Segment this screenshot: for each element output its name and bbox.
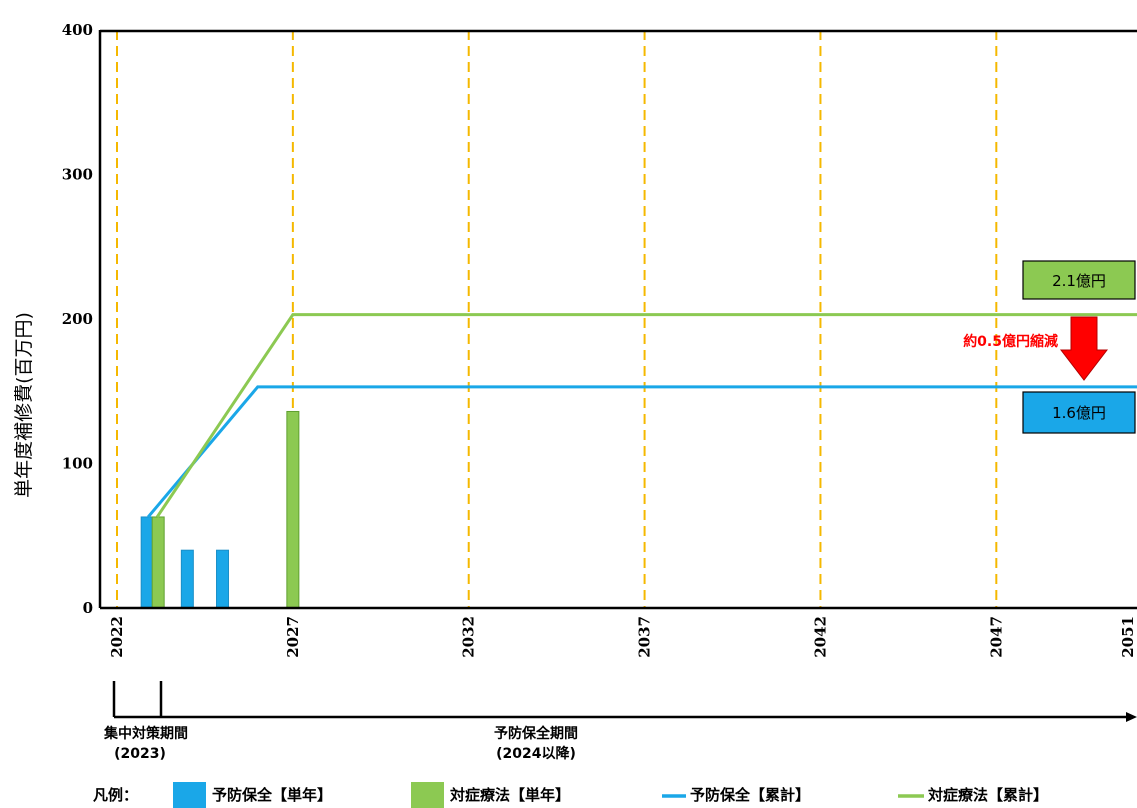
x-tick-2032: 2032: [460, 616, 478, 658]
blue-total-box: [1022, 391, 1136, 434]
axes: [98, 29, 1137, 610]
line-symptomatic-cumulative: [155, 313, 1137, 518]
bar-symptomatic-2023: [151, 516, 165, 609]
x-tick-2027: 2027: [284, 616, 302, 658]
focus-period-label: 集中対策期間: [103, 725, 188, 742]
legend-swatch-preventive-bar: [173, 782, 206, 808]
period-timeline: 集中対策期間 (2023) 予防保全期間 (2024以降): [103, 681, 1137, 762]
legend-label-symptomatic-line: 対症療法【累計】: [927, 786, 1048, 804]
preventive-period-year: (2024以降): [496, 745, 576, 762]
y-tick-0: 0: [83, 599, 93, 617]
reduction-arrow: [1059, 316, 1109, 381]
legend-label-preventive-line: 予防保全【累計】: [690, 786, 810, 804]
y-tick-200: 200: [62, 310, 93, 328]
x-tick-2022: 2022: [108, 616, 126, 658]
green-total-box: [1022, 260, 1136, 300]
y-axis-label: 単年度補修費(百万円): [13, 312, 35, 498]
bar-preventive-2023: [140, 516, 154, 609]
y-tick-400: 400: [62, 21, 93, 39]
legend-swatch-symptomatic-bar: [411, 782, 444, 808]
legend-label-preventive-bar: 予防保全【単年】: [212, 786, 332, 804]
bar-marks: [140, 410, 300, 609]
blue-total-label: 1.6億円: [1052, 404, 1106, 422]
bar-symptomatic-2027: [286, 410, 300, 609]
focus-period-year: (2023): [114, 746, 166, 762]
bar-preventive-2024: [180, 549, 194, 609]
x-tick-2042: 2042: [811, 616, 829, 658]
grid-lines: [116, 30, 998, 608]
total-annotations: 2.1億円 1.6億円 約0.5億円縮減: [963, 260, 1136, 434]
legend: 凡例： 予防保全【単年】 対症療法【単年】 予防保全【累計】 対症療法【累計】: [93, 782, 1048, 808]
legend-prefix: 凡例：: [93, 786, 138, 804]
bar-preventive-2025: [216, 549, 230, 609]
legend-label-symptomatic-bar: 対症療法【単年】: [449, 786, 570, 804]
x-tick-2037: 2037: [636, 616, 654, 658]
period-arrow-head: [1126, 712, 1137, 722]
x-tick-2051: 2051: [1119, 616, 1137, 658]
green-total-label: 2.1億円: [1052, 272, 1106, 290]
y-tick-labels: 0 100 200 300 400: [62, 21, 93, 617]
y-tick-100: 100: [62, 455, 93, 473]
preventive-period-label: 予防保全期間: [494, 725, 578, 742]
x-tick-2047: 2047: [987, 616, 1005, 658]
line-marks: [147, 313, 1137, 518]
reduction-label: 約0.5億円縮減: [963, 333, 1058, 350]
x-tick-labels: 2022 2027 2032 2037 2042 2047 2051: [108, 616, 1137, 658]
y-tick-300: 300: [62, 166, 93, 184]
